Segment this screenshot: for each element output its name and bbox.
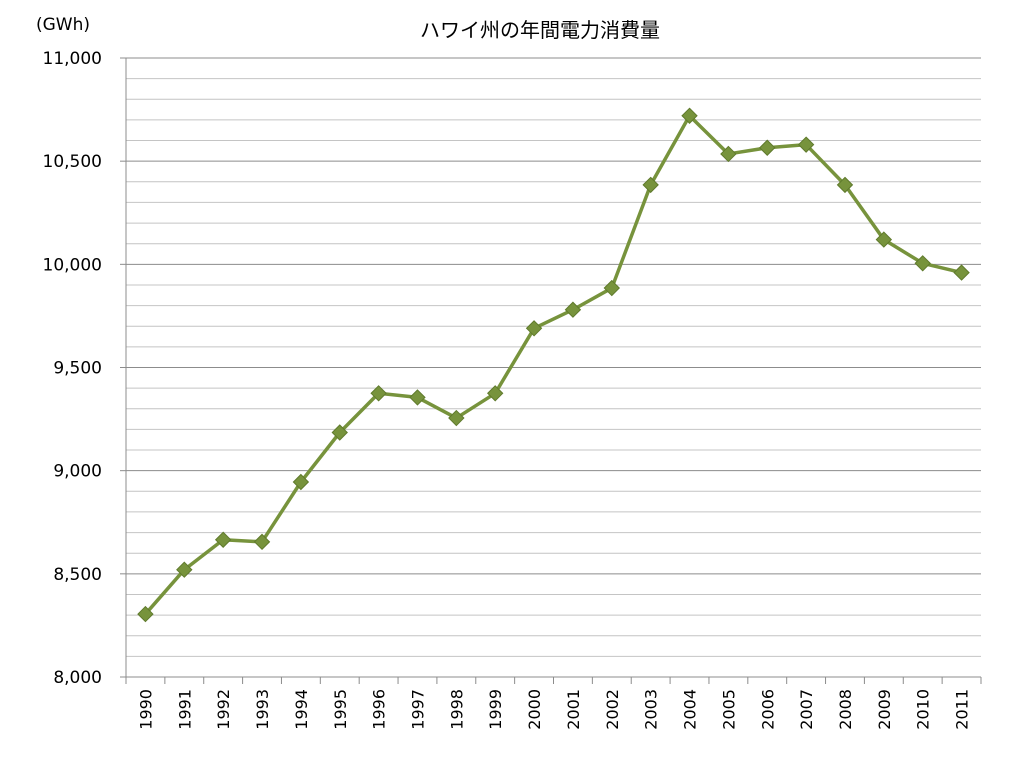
x-tick-label: 2005 <box>719 689 738 730</box>
x-tick-label: 2003 <box>642 689 661 730</box>
x-tick-label: 2011 <box>953 689 972 730</box>
data-point-marker <box>486 385 504 402</box>
data-point-marker <box>409 389 426 406</box>
data-point-marker <box>564 301 582 318</box>
chart-title: ハワイ州の年間電力消費量 <box>420 18 660 42</box>
x-tick-label: 2004 <box>681 689 700 730</box>
y-tick-labels: 8,000 8,500 9,000 9,500 10,000 10,500 11,000 <box>43 49 102 688</box>
x-tick-label: 1998 <box>447 689 466 730</box>
data-point-marker <box>448 409 465 427</box>
data-point-marker <box>137 605 154 623</box>
data-point-marker <box>953 264 970 281</box>
data-point-marker <box>914 255 931 272</box>
data-point-marker <box>331 424 348 441</box>
x-tick-label: 1994 <box>292 689 311 730</box>
x-tick-label: 2009 <box>875 689 894 730</box>
data-point-marker <box>214 531 232 548</box>
x-tick-label: 1992 <box>214 689 233 730</box>
x-tick-label: 2006 <box>758 689 777 730</box>
x-tick-label: 2001 <box>564 689 583 730</box>
y-tick-label: 8,000 <box>53 668 102 688</box>
y-tick-label: 11,000 <box>43 49 102 69</box>
data-point-marker <box>292 473 310 491</box>
x-tick-label: 1990 <box>136 689 155 730</box>
y-tick-label: 9,000 <box>53 462 102 482</box>
data-point-marker <box>176 561 193 578</box>
x-tick-label: 1999 <box>486 689 505 730</box>
x-tick-label: 2007 <box>797 689 816 730</box>
y-tick-label: 10,000 <box>43 255 102 275</box>
x-tick-label: 2002 <box>603 689 622 730</box>
x-tick-label: 1993 <box>253 689 272 730</box>
axes <box>120 57 982 684</box>
x-tick-label: 1996 <box>370 689 389 730</box>
data-point-marker <box>797 136 815 153</box>
gridlines <box>126 57 981 657</box>
x-tick-label: 2010 <box>914 689 933 730</box>
y-tick-label: 10,500 <box>43 152 102 172</box>
y-tick-label: 9,500 <box>53 359 102 379</box>
x-tick-label: 2000 <box>525 689 544 730</box>
x-tick-label: 1991 <box>175 689 194 730</box>
data-point-marker <box>603 279 621 297</box>
series-polyline <box>144 114 962 616</box>
data-point-marker <box>370 385 387 402</box>
y-tick-label: 8,500 <box>53 565 102 585</box>
data-point-marker <box>253 533 271 551</box>
data-point-marker <box>875 231 893 248</box>
data-point-marker <box>525 320 543 337</box>
data-point-marker <box>681 107 698 124</box>
x-tick-label: 1995 <box>331 689 350 730</box>
data-point-marker <box>759 139 776 156</box>
x-tick-label: 1997 <box>408 689 427 730</box>
y-unit-label: (GWh) <box>36 15 90 35</box>
series-markers <box>137 107 970 623</box>
x-tick-labels: 1990 1991 1992 1993 1994 1995 1996 1997 1998 1999… <box>136 689 971 730</box>
data-point-marker <box>720 145 737 163</box>
data-point-marker <box>836 176 854 194</box>
data-point-marker <box>642 176 659 194</box>
series-line <box>144 114 962 616</box>
x-tick-label: 2008 <box>836 689 855 730</box>
